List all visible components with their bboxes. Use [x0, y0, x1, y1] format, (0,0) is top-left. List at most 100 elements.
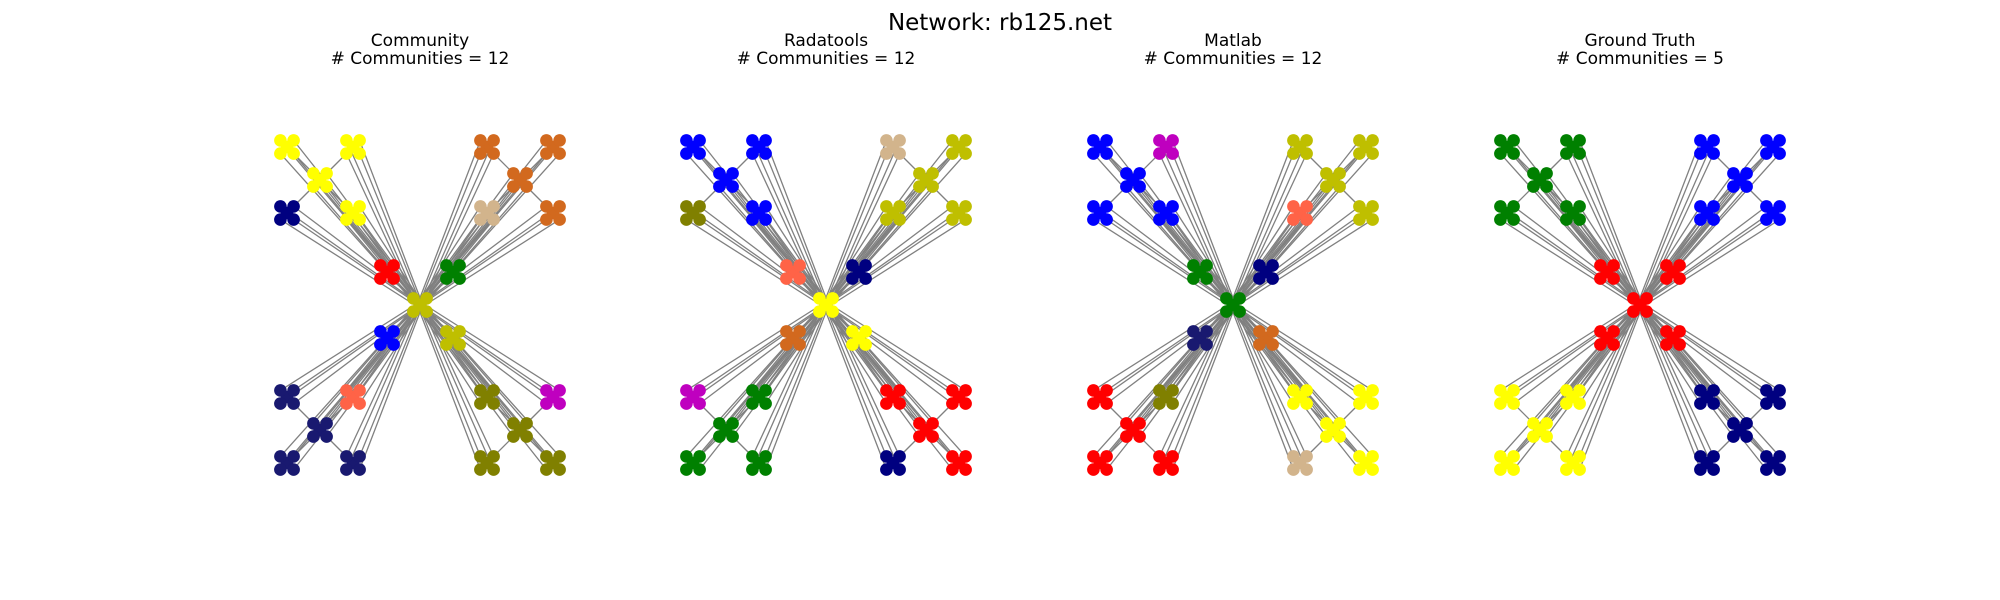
edge: [1641, 306, 1715, 470]
node: [946, 450, 959, 463]
edge: [1641, 153, 1715, 308]
node: [1353, 147, 1366, 160]
node: [507, 167, 520, 180]
node: [1527, 417, 1540, 430]
edge: [1230, 219, 1360, 308]
lr-hub-cluster: [440, 325, 466, 351]
node: [1366, 384, 1379, 397]
node: [1366, 134, 1379, 147]
center-cluster: [407, 292, 433, 318]
node: [1287, 450, 1300, 463]
node: [387, 338, 400, 351]
ul-hub-cluster: [374, 259, 400, 285]
edge: [1172, 206, 1236, 304]
edge: [827, 302, 901, 457]
node: [287, 200, 300, 213]
node-layer: [1087, 134, 1379, 476]
node: [1673, 325, 1686, 338]
lr-center-cluster: [1320, 417, 1346, 443]
ll-hub-cluster: [780, 325, 806, 351]
edge: [751, 153, 825, 308]
node: [1087, 397, 1100, 410]
node: [1100, 200, 1113, 213]
node: [1287, 397, 1300, 410]
ul-center-cluster: [1120, 167, 1146, 193]
lr-far-cluster: [540, 450, 566, 476]
node: [320, 180, 333, 193]
node: [1540, 180, 1553, 193]
node: [287, 213, 300, 226]
node: [540, 397, 553, 410]
node: [759, 134, 772, 147]
node: [1494, 463, 1507, 476]
node: [926, 167, 939, 180]
edge: [827, 302, 966, 391]
ll-side-cluster: [1087, 384, 1113, 410]
node: [713, 417, 726, 430]
node: [1200, 325, 1213, 338]
node: [1133, 180, 1146, 193]
node: [1660, 259, 1673, 272]
node: [1353, 384, 1366, 397]
edge: [421, 306, 560, 405]
node: [959, 213, 972, 226]
edge: [1171, 306, 1236, 470]
node: [320, 430, 333, 443]
node: [859, 259, 872, 272]
node: [353, 397, 366, 410]
ur-up-cluster: [1694, 134, 1720, 160]
node: [813, 305, 826, 318]
lr-center-cluster: [913, 417, 939, 443]
edge: [280, 302, 419, 391]
edge: [1172, 306, 1236, 404]
node: [859, 272, 872, 285]
node: [1694, 463, 1707, 476]
node: [1366, 213, 1379, 226]
node: [826, 305, 839, 318]
node: [1694, 450, 1707, 463]
node: [1607, 325, 1620, 338]
node: [1573, 213, 1586, 226]
edge: [1234, 219, 1373, 308]
node: [1560, 463, 1573, 476]
edge: [686, 205, 825, 304]
node: [893, 450, 906, 463]
node: [1100, 134, 1113, 147]
node: [1560, 213, 1573, 226]
ur-side-cluster: [1760, 200, 1786, 226]
node: [553, 397, 566, 410]
edge: [764, 302, 829, 457]
node: [487, 213, 500, 226]
edge: [823, 302, 953, 391]
node: [1333, 167, 1346, 180]
node: [1300, 463, 1313, 476]
node: [340, 213, 353, 226]
node: [946, 384, 959, 397]
node: [913, 430, 926, 443]
node: [1266, 325, 1279, 338]
node: [859, 325, 872, 338]
node: [274, 134, 287, 147]
node: [553, 200, 566, 213]
node: [746, 213, 759, 226]
edge: [345, 306, 419, 470]
node: [487, 450, 500, 463]
ul-side-cluster: [1494, 200, 1520, 226]
edge: [827, 219, 966, 308]
ur-far-cluster: [1760, 134, 1786, 160]
node: [1694, 397, 1707, 410]
node: [420, 292, 433, 305]
edge: [358, 306, 423, 470]
edge: [421, 219, 560, 308]
edge: [421, 302, 495, 457]
node: [846, 259, 859, 272]
node: [846, 338, 859, 351]
ur-far-cluster: [946, 134, 972, 160]
edge: [1637, 219, 1767, 308]
node: [553, 134, 566, 147]
lr-diag-cluster: [1287, 384, 1313, 410]
ul-diag-cluster: [1560, 200, 1586, 226]
node: [746, 147, 759, 160]
ur-center-cluster: [913, 167, 939, 193]
node: [793, 272, 806, 285]
